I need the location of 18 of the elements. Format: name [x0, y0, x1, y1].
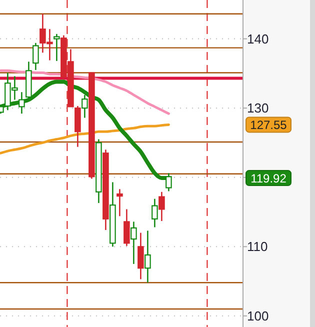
- candlestick: [110, 182, 116, 248]
- candlestick: [138, 232, 144, 280]
- candlestick: [130, 221, 137, 265]
- text: 127.55: [250, 118, 288, 132]
- candlestick: [152, 198, 158, 228]
- candlestick: [144, 230, 151, 284]
- candlestick: [18, 91, 25, 114]
- y-tick-label: 140: [247, 31, 269, 46]
- candlestick: [124, 208, 130, 247]
- candlestick: [82, 94, 88, 118]
- y-tick-label: 100: [247, 308, 269, 324]
- line-series: [0, 123, 170, 154]
- candlestick: [102, 148, 109, 231]
- y-tick-label: 110: [247, 239, 268, 254]
- y-tick-label: 130: [247, 100, 269, 116]
- candlestick: [158, 191, 165, 222]
- text: 119.92: [250, 172, 287, 186]
- candlestick: [116, 188, 123, 217]
